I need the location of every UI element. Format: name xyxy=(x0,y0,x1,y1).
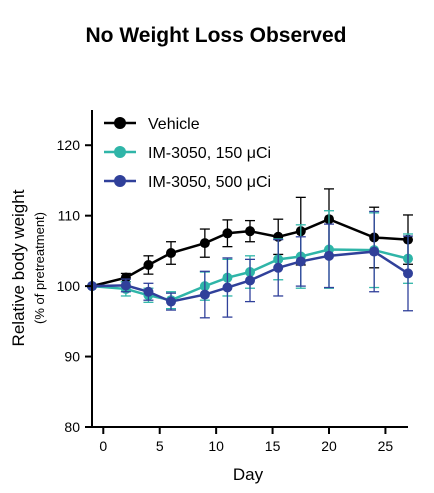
y-tick-label: 80 xyxy=(64,419,80,435)
data-point xyxy=(143,286,154,297)
data-point xyxy=(120,280,131,291)
data-point xyxy=(245,226,255,237)
y-tick-label: 100 xyxy=(57,278,81,294)
legend-label: Vehicle xyxy=(148,116,200,133)
data-point xyxy=(143,259,154,270)
x-tick-label: 10 xyxy=(208,438,224,454)
data-point xyxy=(120,272,131,283)
legend-marker xyxy=(114,175,126,187)
data-point xyxy=(166,248,176,259)
data-point xyxy=(245,275,255,286)
y-tick-label: 90 xyxy=(64,349,80,365)
x-tick-label: 25 xyxy=(378,438,394,454)
y-tick-label: 110 xyxy=(58,208,81,224)
x-tick-label: 5 xyxy=(156,438,164,454)
y-tick-label: 120 xyxy=(57,137,81,153)
data-point xyxy=(166,296,176,307)
chart-title: No Weight Loss Observed xyxy=(86,24,347,47)
legend-label: IM-3050, 150 μCi xyxy=(148,145,271,162)
legend-marker xyxy=(114,117,126,129)
data-point xyxy=(324,250,334,261)
series-3 xyxy=(87,210,413,319)
x-tick-label: 20 xyxy=(321,438,337,454)
x-tick-label: 0 xyxy=(99,438,107,454)
y-axis-sublabel: (% of pretreatment) xyxy=(32,212,47,324)
legend-label: IM-3050, 500 μCi xyxy=(148,174,271,191)
data-point xyxy=(199,289,210,300)
legend-marker xyxy=(114,146,126,158)
data-point xyxy=(199,238,210,249)
data-point xyxy=(273,262,284,273)
plot-area xyxy=(87,188,413,319)
x-tick-label: 15 xyxy=(265,438,281,454)
data-point xyxy=(369,246,380,257)
data-point xyxy=(403,268,413,279)
data-point xyxy=(222,228,233,239)
y-axis-label: Relative body weight xyxy=(9,189,28,346)
data-point xyxy=(222,282,233,293)
legend: Vehicle IM-3050, 150 μCi IM-3050, 500 μCi xyxy=(104,116,271,191)
y-axis: 80 90 100 110 120 xyxy=(57,110,93,435)
x-axis-label: Day xyxy=(233,465,264,484)
x-axis: 0 5 10 15 20 25 xyxy=(92,426,408,454)
data-point xyxy=(295,256,306,267)
